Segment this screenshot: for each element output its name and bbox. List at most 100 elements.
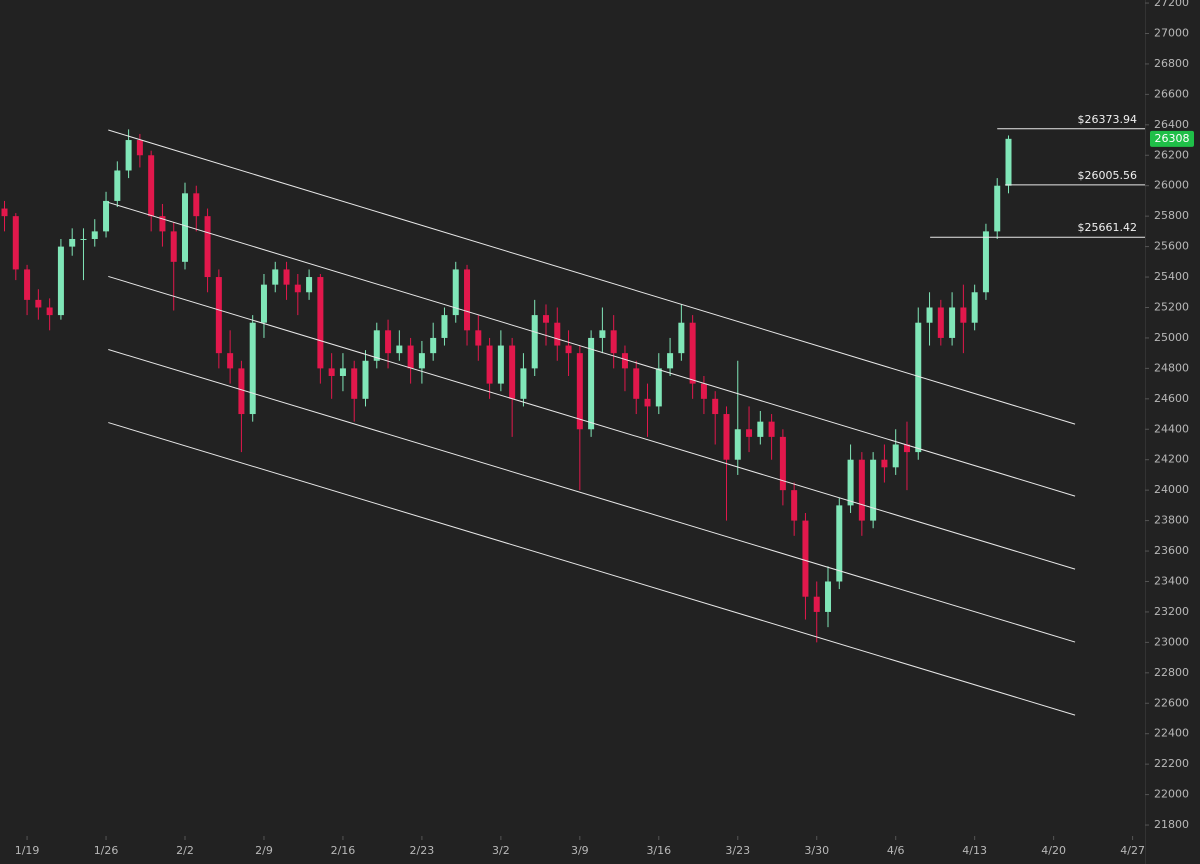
candle-body	[858, 459, 865, 521]
price-level-label: $26005.56	[1078, 169, 1138, 182]
x-tick-label: 2/2	[176, 844, 194, 857]
candle-body	[182, 193, 189, 262]
candle-body	[227, 353, 234, 369]
candle-body	[712, 398, 719, 415]
candle-body	[599, 330, 606, 338]
candle-body	[734, 429, 741, 460]
y-tick-label: 26200	[1154, 148, 1189, 161]
candle-body	[576, 353, 583, 430]
channel-line	[108, 422, 1076, 716]
candle-body	[373, 330, 380, 361]
price-level-label: $25661.42	[1078, 221, 1138, 234]
candle-body	[464, 269, 471, 331]
candle-body	[24, 269, 31, 300]
y-tick-label: 23400	[1154, 574, 1189, 587]
candle-body	[971, 292, 978, 323]
candle-body	[1, 208, 8, 217]
candle-body	[57, 246, 64, 316]
candle-body	[114, 170, 121, 201]
candle-body	[960, 307, 967, 323]
channel-line	[108, 129, 1076, 425]
candle-body	[949, 307, 956, 338]
y-tick-label: 24600	[1154, 392, 1189, 405]
candle-body	[306, 277, 313, 293]
candle-body	[723, 414, 730, 460]
x-tick-label: 4/13	[962, 844, 987, 857]
y-tick-label: 23800	[1154, 514, 1189, 527]
channel-line	[108, 201, 1076, 497]
candle-body	[768, 421, 775, 437]
candle-body	[1005, 138, 1012, 186]
candle-body	[847, 459, 854, 506]
candle-body	[633, 368, 640, 399]
y-tick-label: 22600	[1154, 696, 1189, 709]
candle-body	[249, 322, 256, 415]
last-price-box	[1150, 130, 1194, 147]
candle-body	[802, 520, 809, 597]
y-tick-label: 24000	[1154, 483, 1189, 496]
candle-body	[204, 216, 211, 278]
candle-body	[497, 345, 504, 384]
candle-body	[103, 200, 110, 232]
x-tick-label: 4/6	[887, 844, 905, 857]
y-tick-label: 24400	[1154, 422, 1189, 435]
candle-body	[757, 421, 764, 437]
x-tick-label: 2/23	[410, 844, 435, 857]
candle-body	[418, 353, 425, 369]
candle-body	[621, 353, 628, 369]
candle-body	[836, 505, 843, 582]
y-tick-label: 25600	[1154, 240, 1189, 253]
candle-body	[542, 315, 549, 323]
candle-body	[294, 284, 301, 293]
candle-body	[283, 269, 290, 285]
candle-body	[12, 216, 19, 270]
candle-body	[238, 368, 245, 415]
candle-body	[746, 429, 753, 437]
candle-body	[554, 322, 561, 346]
candle-body	[565, 345, 572, 354]
candle-body	[678, 322, 685, 354]
last-price-label: 26308	[1155, 132, 1190, 145]
x-tick-label: 1/19	[15, 844, 40, 857]
candle-body	[407, 345, 414, 369]
y-tick-label: 25400	[1154, 270, 1189, 283]
candle-body	[125, 140, 132, 171]
y-tick-label: 25200	[1154, 300, 1189, 313]
y-tick-label: 22400	[1154, 727, 1189, 740]
candle-body	[91, 231, 98, 239]
candle-body	[813, 596, 820, 612]
y-tick-label: 27200	[1154, 0, 1189, 9]
channel-line	[108, 275, 1076, 570]
candle-body	[937, 307, 944, 338]
candle-body	[215, 277, 222, 354]
candle-body	[46, 307, 53, 316]
x-tick-label: 3/30	[804, 844, 829, 857]
x-tick-label: 1/26	[94, 844, 119, 857]
candle-body	[926, 307, 933, 323]
candle-body	[520, 368, 527, 399]
candle-body	[667, 353, 674, 369]
y-tick-label: 22200	[1154, 757, 1189, 770]
candle-body	[452, 269, 459, 316]
candle-body	[317, 277, 324, 369]
candle-body	[982, 231, 989, 293]
candle-body	[136, 140, 143, 156]
candle-body	[994, 185, 1001, 232]
candle-body	[531, 315, 538, 369]
candle-body	[475, 330, 482, 346]
y-tick-label: 22800	[1154, 666, 1189, 679]
candle-body	[486, 345, 493, 384]
candle-body	[509, 345, 516, 399]
y-tick-label: 23600	[1154, 544, 1189, 557]
y-tick-label: 26000	[1154, 179, 1189, 192]
x-tick-label: 4/20	[1041, 844, 1066, 857]
candle-body	[791, 490, 798, 521]
candle-body	[689, 322, 696, 384]
candle-body	[385, 330, 392, 354]
x-tick-label: 2/16	[331, 844, 356, 857]
x-tick-label: 4/27	[1120, 844, 1145, 857]
y-tick-label: 26800	[1154, 57, 1189, 70]
candle-body	[362, 360, 369, 399]
y-tick-label: 22000	[1154, 788, 1189, 801]
